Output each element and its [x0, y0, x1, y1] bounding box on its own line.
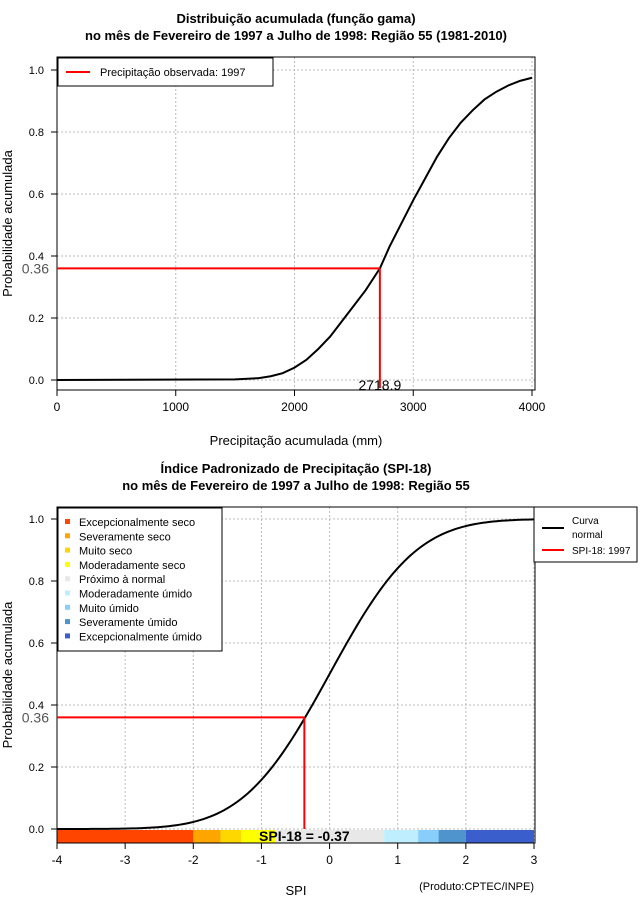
y-tick-label: 0.4	[29, 700, 44, 712]
curve-legend-box	[533, 506, 638, 563]
observed-prob-label: 0.36	[22, 709, 49, 725]
category-legend-label: Próximo à normal	[79, 574, 165, 586]
x-tick-label: 3000	[400, 400, 427, 414]
y-axis-label: Probabilidade acumulada	[0, 149, 15, 296]
category-band	[240, 830, 276, 843]
category-legend-label: Muito úmido	[79, 603, 139, 615]
x-tick-label: 1000	[162, 400, 189, 414]
observed-value-label: 2718.9	[358, 377, 401, 393]
category-legend-label: Moderadamente seco	[79, 560, 185, 572]
spi-value-label: SPI-18 = -0.37	[259, 828, 350, 844]
category-band	[193, 830, 221, 843]
category-band	[57, 830, 194, 843]
category-band	[438, 830, 466, 843]
y-tick-label: 0.6	[29, 189, 44, 201]
y-tick-label: 0.0	[29, 375, 44, 387]
chart-subtitle: no mês de Fevereiro de 1997 a Julho de 1…	[85, 28, 507, 43]
x-tick-label: -1	[256, 853, 267, 867]
plot-frame	[56, 506, 536, 844]
x-tick-label: 4000	[519, 400, 546, 414]
y-axis-label: Probabilidade acumulada	[0, 601, 15, 748]
category-legend-label: Excepcionalmente úmido	[79, 631, 202, 643]
category-band	[465, 830, 534, 843]
x-tick-label: 2	[463, 853, 470, 867]
category-legend-label: Severamente úmido	[79, 617, 177, 629]
chart-subtitle: no mês de Fevereiro de 1997 a Julho de 1…	[122, 478, 470, 493]
x-tick-label: 1	[394, 853, 401, 867]
category-legend-label: Excepcionalmente seco	[79, 517, 195, 529]
category-band	[275, 830, 385, 843]
category-band	[384, 830, 419, 843]
category-marker	[65, 576, 70, 582]
category-legend-label: Moderadamente úmido	[79, 589, 192, 601]
x-tick-label: -3	[120, 853, 131, 867]
observed-prob-label: 0.36	[22, 260, 49, 276]
legend-label: Precipitação observada: 1997	[100, 67, 246, 79]
y-tick-label: 0.0	[29, 824, 44, 836]
y-tick-label: 0.8	[29, 127, 44, 139]
category-band	[418, 830, 439, 843]
category-marker	[65, 547, 70, 553]
x-tick-label: 2000	[281, 400, 308, 414]
x-tick-label: 0	[326, 853, 333, 867]
category-marker	[65, 519, 70, 524]
cdf-curve	[56, 76, 533, 381]
x-axis-label: Precipitação acumulada (mm)	[210, 433, 383, 448]
legend-label-spi: SPI-18: 1997	[572, 546, 631, 557]
y-tick-label: 0.6	[29, 638, 44, 650]
category-marker	[65, 604, 70, 610]
y-tick-label: 0.8	[29, 576, 44, 588]
category-band	[220, 830, 241, 843]
footer-credit: (Produto:CPTEC/INPE)	[419, 881, 534, 893]
legend-label-normal: normal	[572, 530, 603, 541]
plot-frame	[56, 56, 536, 391]
legend-label-curve: Curva	[572, 516, 599, 527]
category-marker	[65, 619, 70, 625]
x-tick-label: 3	[531, 853, 538, 867]
x-axis-label: SPI	[286, 883, 307, 898]
category-legend-label: Severamente seco	[79, 531, 171, 543]
chart-title: Índice Padronizado de Precipitação (SPI-…	[161, 461, 432, 476]
y-tick-label: 1.0	[29, 65, 44, 77]
category-marker	[65, 633, 70, 639]
category-marker	[65, 561, 70, 567]
legend-box	[57, 57, 274, 87]
x-tick-label: -4	[52, 853, 63, 867]
chart-title: Distribuição acumulada (função gama)	[176, 11, 415, 26]
x-tick-label: 0	[54, 400, 61, 414]
cdf-curve	[56, 518, 535, 830]
y-tick-label: 0.2	[29, 762, 44, 774]
x-tick-label: -2	[188, 853, 199, 867]
category-marker	[65, 533, 70, 539]
y-tick-label: 0.4	[29, 251, 44, 263]
category-legend-box	[57, 507, 223, 652]
category-marker	[65, 590, 70, 596]
category-legend-label: Muito seco	[79, 546, 132, 558]
y-tick-label: 0.2	[29, 313, 44, 325]
y-tick-label: 1.0	[29, 514, 44, 526]
